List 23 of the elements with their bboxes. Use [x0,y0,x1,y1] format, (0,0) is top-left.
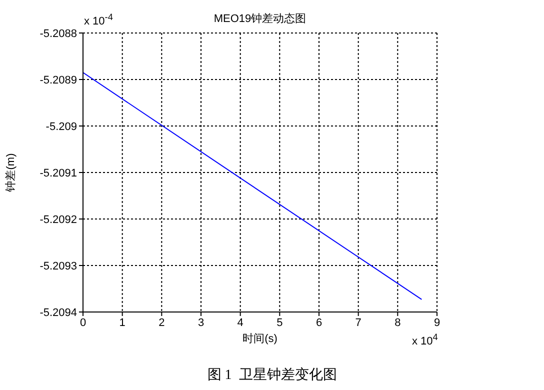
text: x 10$^{-4}$ [84,12,113,28]
x-tick-label: 8 [394,316,401,329]
y-tick-label: -5.2093 [40,260,77,272]
x-tick-label: 2 [158,316,165,329]
y-tick-label: -5.2088 [40,28,77,40]
y-tick-label: -5.2094 [40,306,77,319]
chart-title: MEO19钟差动态图 [214,12,306,25]
x-tick-label: 1 [119,316,126,329]
y-axis-title: 钟差(m) [4,153,17,193]
x-tick-label: 5 [276,316,283,329]
text: x 10$^{4}$ [412,332,438,348]
y-tick-label: -5.2092 [40,214,77,226]
x-tick-label: 9 [434,316,440,329]
x-tick-label: 7 [355,316,362,329]
x-tick-label: 4 [237,316,244,329]
x-tick-label: 6 [316,316,322,329]
caption: 图 1 卫星钟差变化图 [206,366,338,384]
x-axis-title: 时间(s) [242,332,278,345]
x-tick-label: 0 [80,316,86,329]
x-tick-label: 3 [198,316,204,329]
y-tick-label: -5.209 [46,120,77,133]
y-tick-label: -5.2091 [40,167,77,180]
y-tick-label: -5.2089 [40,74,77,86]
